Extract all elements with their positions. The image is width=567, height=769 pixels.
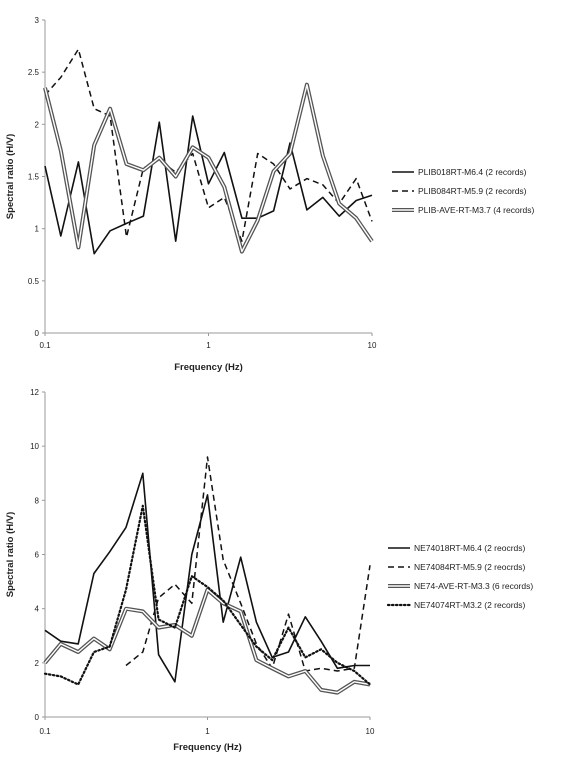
series-line-2 <box>44 48 373 242</box>
x-tick-label: 10 <box>368 341 377 350</box>
series-line-1 <box>44 115 373 255</box>
y-axis-title: Spectral ratio (H/V) <box>5 134 16 220</box>
x-tick-label: 1 <box>206 341 211 350</box>
y-tick-label: 6 <box>35 551 40 560</box>
legend-label-1: PLIB018RT-M6.4 (2 records) <box>418 167 527 177</box>
legend-label-4: NE74074RT-M3.2 (2 records) <box>414 600 526 610</box>
x-tick-label: 1 <box>205 727 210 736</box>
y-tick-label: 4 <box>35 605 40 614</box>
series-line-2 <box>125 456 371 672</box>
y-tick-label: 0.5 <box>28 277 40 286</box>
series-line-4 <box>43 504 372 686</box>
y-tick-label: 0 <box>35 713 40 722</box>
x-axis-title: Frequency (Hz) <box>174 362 243 373</box>
y-tick-label: 2.5 <box>28 68 40 77</box>
y-tick-label: 10 <box>30 442 39 451</box>
y-tick-label: 2 <box>35 659 40 668</box>
x-tick-label: 0.1 <box>39 727 51 736</box>
y-axis-title: Spectral ratio (H/V) <box>5 512 16 598</box>
x-tick-label: 0.1 <box>39 341 51 350</box>
y-tick-label: 0 <box>35 329 40 338</box>
x-tick-label: 10 <box>366 727 375 736</box>
series-line-1 <box>44 472 370 683</box>
y-tick-label: 12 <box>30 388 39 397</box>
x-axis-title: Frequency (Hz) <box>173 742 242 753</box>
legend-label-3: NE74-AVE-RT-M3.3 (6 records) <box>414 581 533 591</box>
y-tick-label: 1.5 <box>28 173 40 182</box>
legend-label-1: NE74018RT-M6.4 (2 reocrds) <box>414 543 526 553</box>
chart-2: 0 2 4 6 8 10 12 0.1 1 10 Frequency (Hz) Spectral ra… <box>5 388 533 753</box>
chart-1: 0 0.5 1 1.5 2 2.5 3 0.1 1 10 Frequency (Hz) Spectra… <box>5 16 535 373</box>
y-tick-label: 3 <box>35 16 40 25</box>
y-tick-label: 1 <box>35 225 40 234</box>
series-line-outer <box>43 82 374 254</box>
series-line-3 <box>44 589 371 694</box>
legend-label-3: PLIB-AVE-RT-M3.7 (4 records) <box>418 205 535 215</box>
legend-label-2: NE74084RT-M5.9 (2 reocrds) <box>414 562 526 572</box>
y-tick-label: 2 <box>35 120 40 129</box>
y-tick-label: 8 <box>35 496 40 505</box>
legend-label-2: PLIB084RT-M5.9 (2 records) <box>418 186 527 196</box>
series-line-3 <box>44 83 373 253</box>
